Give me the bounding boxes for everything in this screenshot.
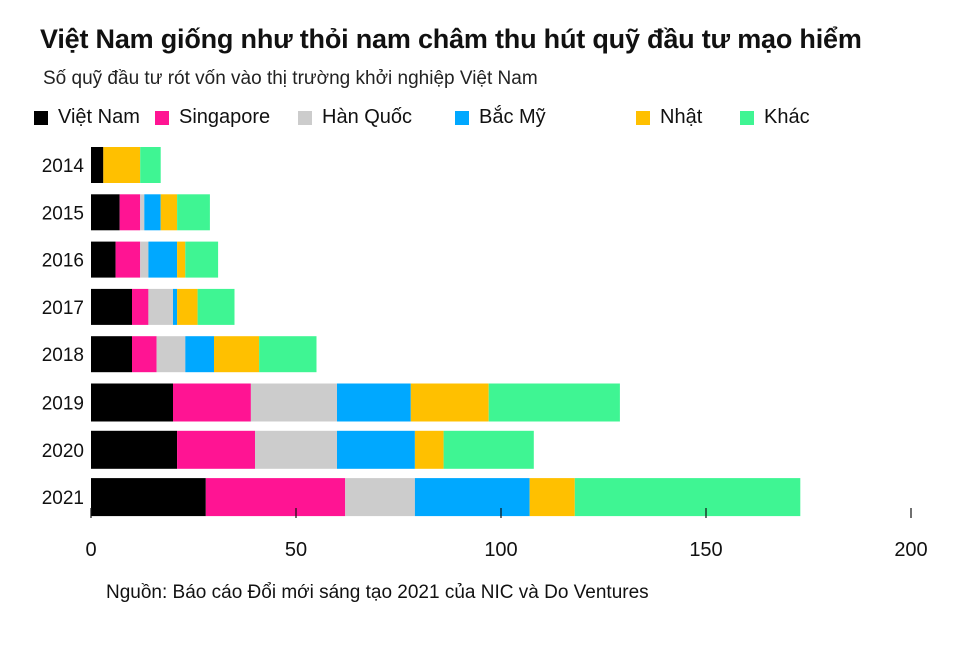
bar-segment: [140, 241, 149, 278]
y-tick-label: 2021: [42, 488, 84, 509]
legend-item: Bắc Mỹ: [455, 106, 546, 129]
bar-segment: [177, 241, 186, 278]
legend-swatch: [298, 110, 312, 125]
x-tick-label: 200: [894, 539, 927, 561]
legend-item: Việt Nam: [34, 106, 140, 129]
bar-segment: [91, 147, 104, 183]
legend-item: Singapore: [155, 106, 270, 129]
bar-segment: [177, 288, 198, 325]
bar-segment: [132, 288, 149, 325]
bar-segment: [488, 383, 620, 422]
chart-title: Việt Nam giống như thỏi nam châm thu hút…: [40, 24, 862, 54]
legend-swatch: [155, 110, 169, 125]
bar-segment: [140, 194, 145, 231]
bar-segment: [185, 336, 214, 373]
legend-label: Khác: [764, 106, 810, 128]
bar-segment: [574, 478, 801, 517]
bar-segment: [91, 430, 178, 469]
bar-segment: [414, 430, 444, 469]
y-tick-label: 2019: [42, 394, 84, 415]
bar-segment: [140, 147, 161, 183]
legend-label: Singapore: [179, 106, 271, 128]
stacked-bar-chart: 2014 2015 2016 2017 2018 2019 2020 2021 0 50 100 15…: [42, 147, 928, 561]
bar-segment: [337, 430, 415, 469]
legend-label: Hàn Quốc: [322, 106, 413, 128]
bar-segment: [443, 430, 534, 469]
bar-segment: [529, 478, 575, 517]
legend-swatch: [636, 110, 650, 125]
y-tick-label: 2018: [42, 345, 84, 366]
chart-subtitle: Số quỹ đầu tư rót vốn vào thị trường khở…: [43, 68, 538, 89]
bar-segment: [91, 194, 120, 231]
bar-segment: [214, 336, 260, 373]
bar-segment: [197, 288, 235, 325]
chart-source: Nguồn: Báo cáo Đổi mới sáng tạo 2021 của…: [106, 582, 649, 603]
bar-segment: [177, 194, 210, 231]
legend-label: Nhật: [660, 106, 703, 128]
bar-segment: [103, 147, 141, 183]
legend-label: Việt Nam: [58, 106, 140, 128]
x-tick-label: 50: [285, 539, 307, 561]
bar-segment: [144, 194, 161, 231]
legend-swatch: [455, 110, 469, 125]
bar-segment: [173, 288, 178, 325]
legend-swatch: [34, 110, 48, 125]
bar-segment: [156, 336, 186, 373]
y-tick-label: 2016: [42, 251, 84, 272]
legend: Việt Nam Singapore Hàn Quốc Bắc Mỹ Nhật Khác: [0, 106, 978, 134]
bar-segment: [148, 288, 173, 325]
y-tick-label: 2020: [42, 441, 84, 462]
legend-item: Nhật: [636, 106, 702, 129]
bar-segment: [337, 383, 411, 422]
x-tick-label: 100: [484, 539, 517, 561]
y-tick-label: 2014: [42, 156, 85, 177]
legend-swatch: [740, 110, 754, 125]
bar-segment: [91, 288, 132, 325]
y-tick-label: 2017: [42, 298, 84, 319]
bar-segment: [414, 478, 530, 517]
bar-segment: [185, 241, 219, 278]
bar-segment: [132, 336, 157, 373]
bar-segment: [250, 383, 337, 422]
bar-segment: [173, 383, 251, 422]
bar-segment: [119, 194, 141, 231]
legend-label: Bắc Mỹ: [479, 106, 546, 128]
bar-segment: [160, 194, 178, 231]
bar-segment: [259, 336, 317, 373]
bar-segment: [148, 241, 178, 278]
bar-segment: [345, 478, 415, 517]
legend-item: Khác: [740, 106, 810, 129]
bar-segment: [410, 383, 489, 422]
y-tick-label: 2015: [42, 203, 84, 224]
legend-item: Hàn Quốc: [298, 106, 412, 129]
x-tick-label: 150: [689, 539, 722, 561]
x-tick-label: 0: [85, 539, 96, 561]
bar-segment: [205, 478, 346, 517]
bar-segment: [115, 241, 141, 278]
bar-segment: [91, 383, 173, 422]
bar-segment: [177, 430, 255, 469]
bar-segment: [91, 478, 206, 517]
bar-segment: [91, 336, 132, 373]
bar-segment: [91, 241, 116, 278]
bar-segment: [255, 430, 337, 469]
